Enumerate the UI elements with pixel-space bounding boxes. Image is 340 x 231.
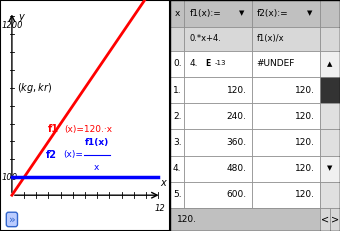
Bar [184,129,252,155]
Bar [184,51,252,77]
Bar [320,155,340,182]
Bar [170,103,184,129]
Bar [170,129,184,155]
Text: 600.: 600. [226,190,246,199]
Text: ▼: ▼ [307,10,312,16]
Text: #UNDEF: #UNDEF [257,59,295,68]
Text: 120.: 120. [294,112,314,121]
Bar [252,27,320,51]
Bar [170,0,184,27]
Bar [252,0,320,27]
Text: f1: f1 [48,124,58,134]
Bar [170,208,320,231]
Text: y: y [19,12,24,21]
Text: 1.: 1. [173,86,182,94]
Bar [184,103,252,129]
Bar [184,155,252,182]
Text: 4.: 4. [173,164,182,173]
Bar [320,51,340,77]
Text: ▼: ▼ [239,10,244,16]
Text: 0.: 0. [173,59,182,68]
Text: 100: 100 [2,173,18,182]
Text: 12: 12 [154,204,165,213]
Text: >: > [331,214,339,225]
Text: 240.: 240. [227,112,246,121]
Bar [320,103,340,129]
Bar [184,0,252,27]
Text: 120.: 120. [226,86,246,94]
Bar [320,27,340,51]
Text: 480.: 480. [226,164,246,173]
Bar [252,129,320,155]
Text: 360.: 360. [226,138,246,147]
Bar [320,77,340,103]
Text: 120.: 120. [294,138,314,147]
Bar [252,182,320,208]
Text: 120.: 120. [177,215,197,224]
Bar [184,77,252,103]
Text: »: » [8,214,15,225]
Text: 0.*x+4.: 0.*x+4. [190,34,221,43]
Bar [320,208,330,231]
Bar [320,0,340,27]
Text: 120.: 120. [294,164,314,173]
Text: 2.: 2. [173,112,182,121]
Text: ▲: ▲ [327,61,333,67]
Bar [252,77,320,103]
Bar [330,208,340,231]
Text: x: x [160,178,166,188]
Text: 120.: 120. [294,190,314,199]
Text: 3.: 3. [173,138,182,147]
Text: (x)=120.·x: (x)=120.·x [65,125,113,134]
Bar [170,182,184,208]
Text: E: E [205,59,210,68]
Bar [320,129,340,155]
Bar [252,103,320,129]
Text: x: x [94,163,100,172]
Text: 4.: 4. [190,59,198,68]
Text: f1(x):=: f1(x):= [190,9,221,18]
Bar [320,182,340,208]
Bar [170,77,184,103]
Text: $(kg, kr)$: $(kg, kr)$ [17,81,52,95]
Text: 120.: 120. [294,86,314,94]
Text: f1(x)/x: f1(x)/x [257,34,284,43]
Text: 1200: 1200 [2,21,23,30]
Bar [252,51,320,77]
Bar [170,27,184,51]
Text: f2: f2 [46,150,57,160]
Bar [184,182,252,208]
Text: f2(x):=: f2(x):= [257,9,288,18]
Bar [170,155,184,182]
Text: 5.: 5. [173,190,182,199]
Bar [252,155,320,182]
Text: ▼: ▼ [327,166,333,172]
Bar [170,51,184,77]
Text: f1(x): f1(x) [85,138,109,146]
Bar [184,27,252,51]
Text: (x)=: (x)= [63,150,83,159]
Text: x: x [174,9,180,18]
Text: -13: -13 [214,60,226,66]
Text: <: < [321,214,329,225]
